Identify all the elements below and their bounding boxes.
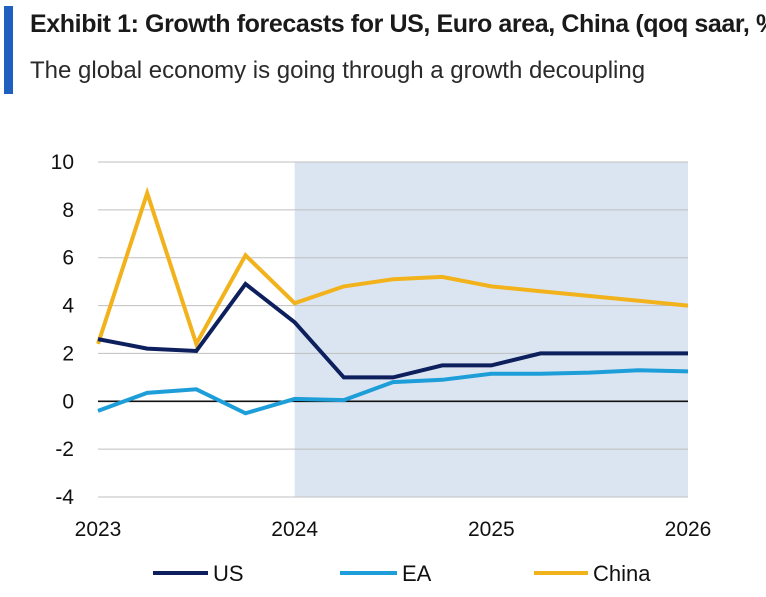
series-lines bbox=[96, 186, 689, 416]
y-tick-label: 0 bbox=[62, 390, 74, 413]
x-axis-ticks: 2023 2024 2025 2026 bbox=[75, 518, 712, 541]
y-tick-label: -4 bbox=[55, 486, 74, 509]
forecast-shaded-region bbox=[294, 162, 688, 497]
forecast-shading bbox=[294, 162, 688, 497]
series-line-china bbox=[96, 186, 689, 349]
y-tick-label: 10 bbox=[51, 151, 74, 174]
y-tick-label: 6 bbox=[62, 247, 74, 270]
y-tick-label: 8 bbox=[62, 199, 74, 222]
y-axis-ticks: 10 8 6 4 2 0 -2 -4 bbox=[51, 151, 75, 509]
x-tick-label: 2023 bbox=[75, 518, 122, 541]
chart-title: Exhibit 1: Growth forecasts for US, Euro… bbox=[30, 10, 766, 38]
legend-label-ea: EA bbox=[402, 561, 432, 586]
legend-label-us: US bbox=[213, 561, 244, 586]
y-tick-label: 4 bbox=[62, 295, 74, 318]
legend-label-china: China bbox=[593, 561, 651, 586]
x-tick-label: 2026 bbox=[665, 518, 712, 541]
series-line-ea bbox=[97, 368, 689, 416]
accent-bar bbox=[4, 6, 13, 94]
legend: US EA China bbox=[153, 561, 651, 586]
series-line-us bbox=[97, 281, 688, 380]
x-tick-label: 2025 bbox=[468, 518, 515, 541]
x-tick-label: 2024 bbox=[271, 518, 318, 541]
chart-subtitle: The global economy is going through a gr… bbox=[30, 57, 646, 84]
y-tick-label: -2 bbox=[55, 438, 74, 461]
y-tick-label: 2 bbox=[62, 342, 74, 365]
